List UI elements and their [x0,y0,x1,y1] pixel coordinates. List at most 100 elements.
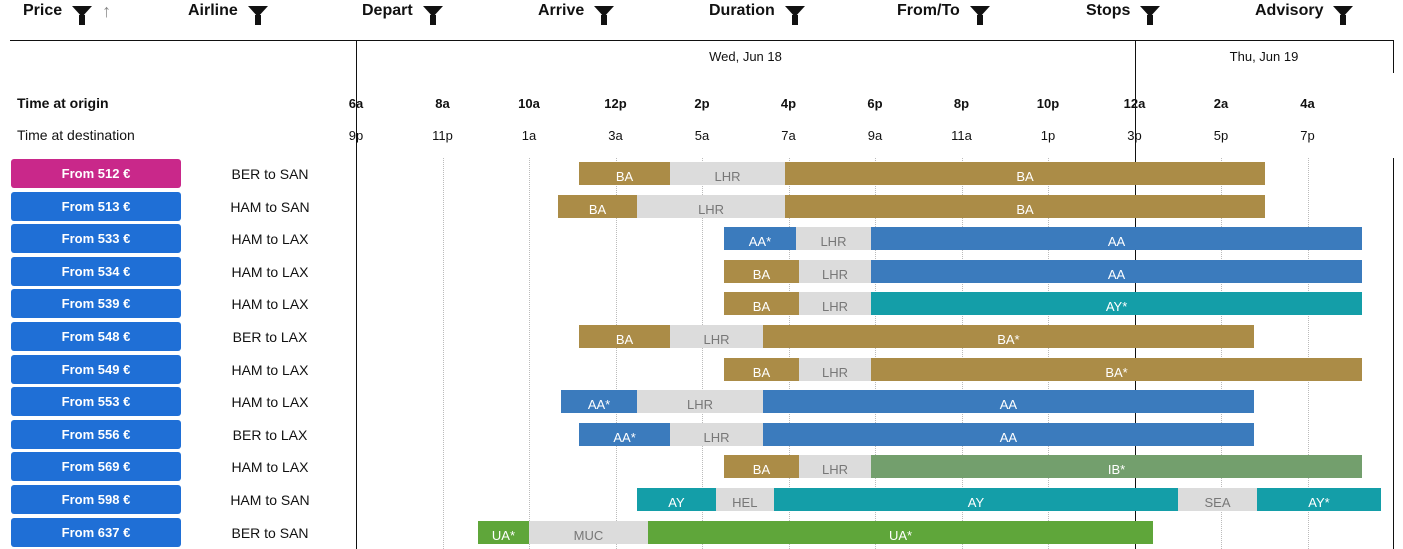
layover-segment[interactable]: LHR [669,422,763,446]
flight-segment[interactable]: BA [724,455,799,479]
flight-segment[interactable]: BA [724,259,799,283]
origin-tick: 8a [435,96,450,111]
filter-icon[interactable] [247,5,268,25]
flight-segment[interactable]: AY* [1256,488,1382,511]
column-header-label[interactable]: Price [23,2,63,19]
flight-segment[interactable]: AY* [871,292,1362,316]
filter-icon[interactable] [422,5,443,25]
price-button[interactable]: From 539 € [11,289,181,319]
layover-segment[interactable]: LHR [669,162,786,185]
flight-segment[interactable]: UA* [647,520,1154,544]
gridline [1221,158,1222,549]
layover-segment[interactable]: LHR [669,325,763,348]
column-header-label[interactable]: Duration [709,2,775,19]
route-label: HAM to LAX [231,231,309,248]
price-button[interactable]: From 533 € [11,224,181,254]
flight-segment[interactable]: AA* [724,227,796,251]
flight-segment[interactable]: UA* [477,520,529,544]
flight-segment[interactable]: BA [579,325,670,348]
route-label: HAM to SAN [230,198,310,215]
flight-segment[interactable]: AA [762,422,1254,446]
column-header-depart[interactable]: Depart [362,0,443,25]
filter-icon[interactable] [1140,5,1161,25]
flight-segment[interactable]: BA [724,292,799,316]
price-button[interactable]: From 569 € [11,452,181,482]
sort-ascending-icon[interactable]: ↑ [102,0,112,21]
layover-segment[interactable]: LHR [798,292,872,316]
layover-segment[interactable]: SEA [1178,488,1257,511]
flight-segment[interactable]: BA [724,357,799,381]
flight-segment[interactable]: AY [637,488,716,511]
flight-segment[interactable]: BA [785,162,1266,185]
filter-icon[interactable] [594,5,615,25]
column-header-label[interactable]: Advisory [1255,2,1324,19]
origin-tick: 4p [780,96,797,111]
flight-segment[interactable]: BA* [871,357,1362,381]
column-header-arrive[interactable]: Arrive [538,0,615,25]
filter-icon[interactable] [784,5,805,25]
destination-tick: 1a [521,128,537,143]
column-header-label[interactable]: Airline [188,2,238,19]
price-button[interactable]: From 548 € [11,322,181,351]
price-button[interactable]: From 637 € [11,517,181,547]
column-header-label[interactable]: From/To [897,2,960,19]
origin-tick: 10p [1036,96,1060,111]
layover-segment[interactable]: LHR [798,357,872,381]
price-button[interactable]: From 512 € [11,159,181,188]
flight-segment[interactable]: AA* [579,422,670,446]
column-header-price[interactable]: Price ↑ [23,0,112,25]
column-header-fromto[interactable]: From/To [897,0,990,25]
route-label: HAM to LAX [231,263,309,280]
flight-segment[interactable]: BA* [762,325,1254,348]
column-header-label[interactable]: Arrive [538,2,585,19]
route-label: BER to LAX [232,426,308,443]
layover-segment[interactable]: LHR [798,455,872,479]
flight-segment[interactable]: AA [762,390,1254,414]
flight-segment[interactable]: BA [579,162,670,185]
flight-segment[interactable]: BA [557,194,638,218]
origin-tick: 12p [604,96,627,111]
column-header-advisory[interactable]: Advisory [1255,0,1354,25]
column-header-label[interactable]: Stops [1086,2,1131,19]
origin-tick: 4a [1300,96,1315,111]
gridline [529,158,530,549]
filter-icon[interactable] [969,5,990,25]
price-button[interactable]: From 513 € [11,191,181,221]
layover-segment[interactable]: LHR [637,390,763,414]
column-header-label[interactable]: Depart [362,2,413,19]
column-header-duration[interactable]: Duration [709,0,805,25]
price-button[interactable]: From 534 € [11,256,181,286]
date-label: Thu, Jun 19 [1229,49,1299,64]
column-header-stops[interactable]: Stops [1086,0,1161,25]
gridline [788,158,790,549]
filter-icon[interactable] [1333,5,1354,25]
destination-tick: 7p [1300,128,1315,143]
destination-tick: 9p [348,128,364,143]
layover-segment[interactable]: LHR [798,259,872,283]
layover-segment[interactable]: LHR [637,194,786,218]
layover-segment[interactable]: MUC [529,520,648,544]
price-button[interactable]: From 556 € [11,419,181,449]
destination-tick: 9a [867,128,883,143]
route-label: BER to LAX [232,329,308,345]
flight-segment[interactable]: BA [785,194,1266,218]
flight-segment[interactable]: AY [773,488,1179,511]
filter-icon[interactable] [72,5,93,25]
destination-tick: 5a [694,128,710,143]
flight-segment[interactable]: IB* [871,455,1362,479]
layover-segment[interactable]: LHR [795,227,872,251]
price-button[interactable]: From 553 € [11,387,181,417]
layover-segment[interactable]: HEL [715,488,774,511]
flight-segment[interactable]: AA* [561,390,638,414]
flight-segment[interactable]: AA [871,227,1362,251]
destination-tick: 11p [432,128,453,143]
gridline [702,158,703,549]
column-header-airline[interactable]: Airline [188,0,268,25]
origin-tick: 2a [1213,96,1229,111]
gridline [615,158,617,549]
price-button[interactable]: From 598 € [11,485,181,514]
price-button[interactable]: From 549 € [11,354,181,384]
route-label: HAM to LAX [231,361,309,378]
flight-segment[interactable]: AA [871,259,1362,283]
route-label: BER to SAN [231,166,309,182]
